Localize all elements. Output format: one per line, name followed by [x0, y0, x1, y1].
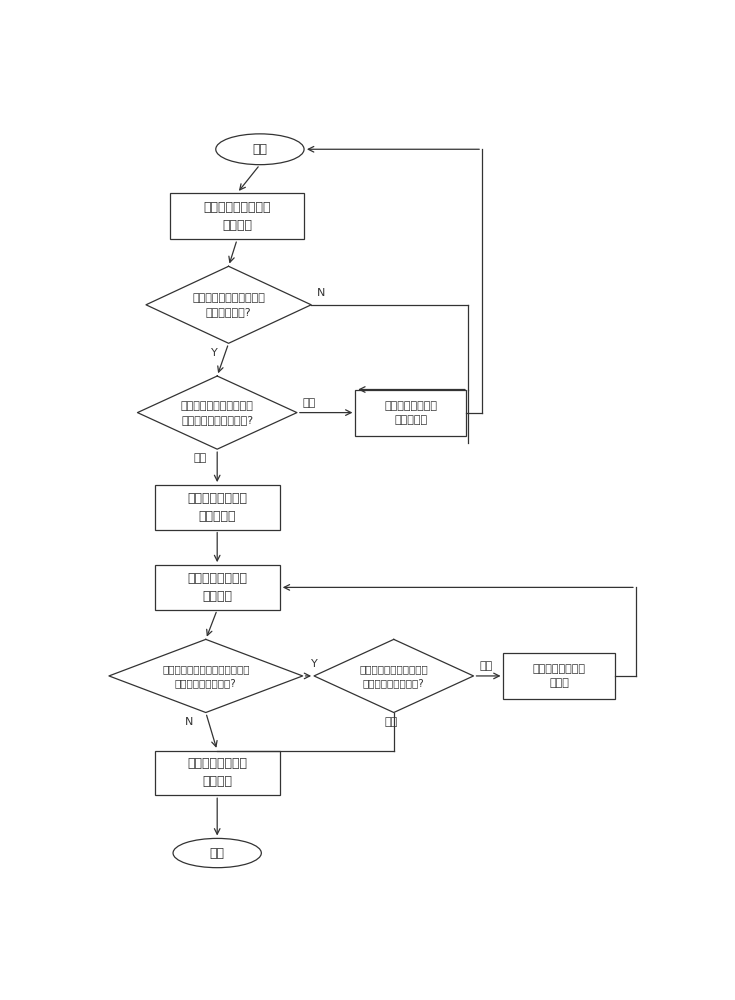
Text: 大于: 大于	[193, 453, 207, 463]
Text: 采集加速度信号传
给控制器: 采集加速度信号传 给控制器	[187, 572, 247, 603]
Text: 控制减振元件回到
初始位置: 控制减振元件回到 初始位置	[187, 757, 247, 788]
Text: 采集加速度信号传递
给控制器: 采集加速度信号传递 给控制器	[204, 201, 271, 232]
Text: 小于: 小于	[384, 717, 398, 727]
Text: N: N	[317, 288, 326, 298]
Text: 减振元件维持其位
置不变: 减振元件维持其位 置不变	[532, 664, 586, 688]
Polygon shape	[146, 266, 311, 343]
Text: 减振元件处于初始
位置不动作: 减振元件处于初始 位置不动作	[384, 401, 437, 425]
Text: 控制减振元件上升
到计算位置: 控制减振元件上升 到计算位置	[187, 492, 247, 523]
Text: 结束: 结束	[209, 847, 225, 860]
FancyBboxPatch shape	[154, 485, 280, 530]
Text: 采集加速度值是否超出控
制器设定阈值?: 采集加速度值是否超出控 制器设定阈值?	[192, 293, 265, 317]
FancyBboxPatch shape	[154, 751, 280, 795]
FancyBboxPatch shape	[355, 390, 467, 436]
Text: N: N	[184, 717, 193, 727]
FancyBboxPatch shape	[171, 193, 304, 239]
Text: 采集的加速度值是大于还
是小于控制器设定阈值?: 采集的加速度值是大于还 是小于控制器设定阈值?	[181, 401, 254, 425]
Text: 小于: 小于	[303, 398, 316, 408]
Text: 开始: 开始	[252, 143, 268, 156]
Ellipse shape	[173, 838, 262, 868]
Ellipse shape	[216, 134, 304, 165]
FancyBboxPatch shape	[503, 653, 614, 699]
Polygon shape	[109, 639, 303, 713]
Polygon shape	[314, 639, 473, 713]
Text: 大于: 大于	[479, 661, 492, 671]
Text: Y: Y	[311, 659, 318, 669]
FancyBboxPatch shape	[154, 565, 280, 610]
Text: 某个监测周期内采集加速度是否
超出控制器设定阈值?: 某个监测周期内采集加速度是否 超出控制器设定阈值?	[162, 664, 250, 688]
Text: 采集加速度值是大于还是
小于控制器设定阈值?: 采集加速度值是大于还是 小于控制器设定阈值?	[359, 664, 429, 688]
Text: Y: Y	[211, 348, 218, 358]
Polygon shape	[137, 376, 297, 449]
